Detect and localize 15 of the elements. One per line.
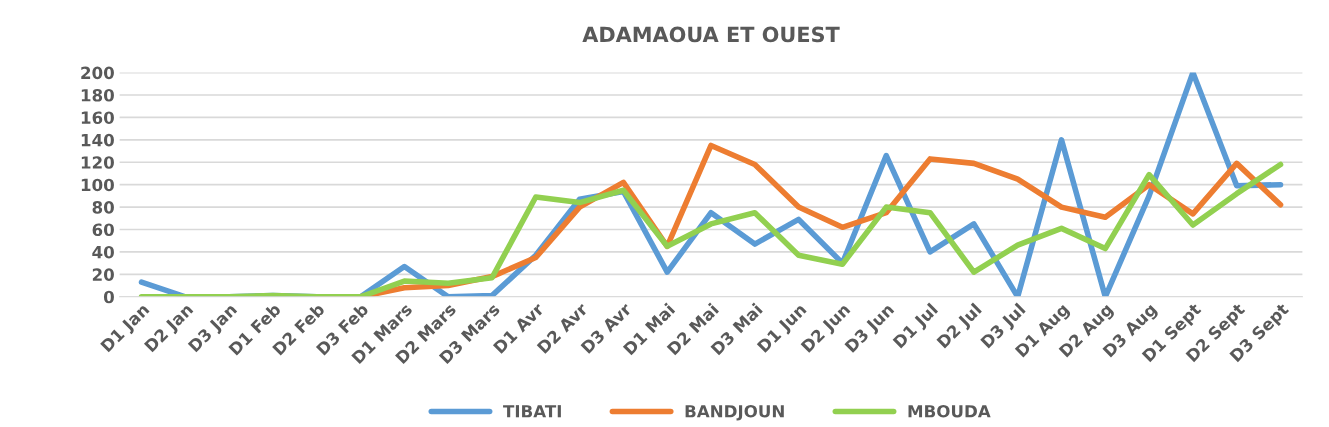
legend-label: MBOUDA bbox=[908, 404, 991, 418]
y-tick-label: 160 bbox=[81, 111, 114, 124]
chart-title: ADAMAOUA ET OUEST bbox=[582, 26, 840, 43]
y-tick-label: 140 bbox=[81, 133, 114, 147]
y-tick-label: 120 bbox=[81, 156, 114, 169]
y-tick-label: 60 bbox=[92, 223, 114, 237]
y-tick-label: 180 bbox=[81, 88, 114, 102]
y-tick-label: 200 bbox=[81, 66, 114, 80]
y-tick-label: 20 bbox=[92, 268, 114, 281]
legend-label: TIBATI bbox=[503, 405, 561, 418]
y-tick-label: 40 bbox=[92, 245, 114, 259]
y-tick-label: 100 bbox=[81, 178, 114, 192]
legend-label: BANDJOUN bbox=[685, 404, 784, 421]
y-tick-label: 80 bbox=[92, 201, 114, 214]
y-tick-label: 0 bbox=[103, 290, 114, 304]
